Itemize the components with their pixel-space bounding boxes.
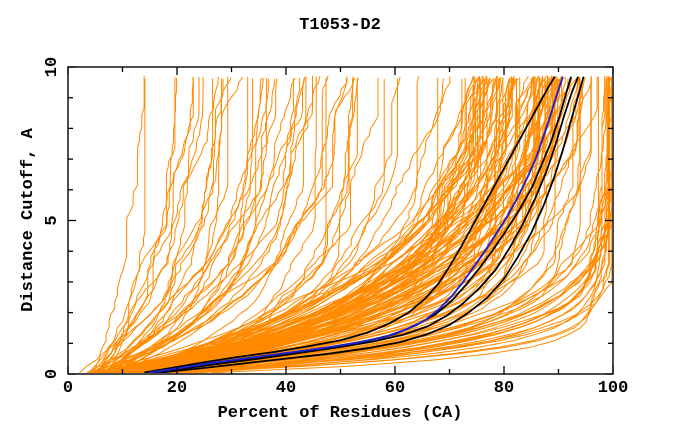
black-model-4 [160,76,585,373]
ensemble-curve [141,75,548,373]
ensemble-curve [93,75,145,373]
blue-best-model [149,76,564,373]
ensemble-curve [166,76,609,373]
ensemble-curve [149,76,499,373]
highlight-curves [144,76,585,373]
ensemble-curve [185,75,606,373]
ensemble-curve [128,77,592,373]
ensemble-curve [114,78,305,373]
ensemble-curve [122,76,451,373]
ensemble-curve [99,78,532,373]
x-tick-label: 100 [598,379,629,398]
ensemble-curve [79,77,194,373]
tick-labels: 0 20 40 60 80 100 0 5 10 [43,57,628,398]
chart-title: T1053-D2 [299,16,381,35]
ensemble-curve [174,76,612,373]
ensemble-curve [116,77,296,373]
ensemble-curve [125,75,498,373]
ensemble-curve [113,78,222,373]
ensemble-curve [88,76,219,373]
ensemble-curve [88,77,232,373]
y-tick-label: 0 [43,369,62,379]
ensemble-curve [120,78,398,373]
ensemble-curve [109,76,420,373]
y-tick-label: 5 [43,215,62,225]
ensemble-curve [103,77,262,373]
ensemble-curve [107,79,146,373]
x-tick-label: 40 [276,379,296,398]
ensemble-curve [137,76,598,373]
ensemble-curve [114,75,535,373]
ensemble-curve [159,78,499,373]
black-model-3 [155,76,579,373]
ensemble-curve [124,78,546,373]
ensemble-curve [142,76,317,373]
black-model-1 [144,76,556,373]
ensemble-curve [91,78,214,373]
x-tick-label: 60 [385,379,405,398]
ensemble-curve [126,78,578,373]
ensemble-curve [103,77,481,373]
y-tick-label: 10 [43,57,62,77]
ensemble-curve [136,76,566,373]
ensemble-curve [104,78,278,373]
ensemble-curve [86,76,306,373]
ensemble-curve [174,77,612,373]
ensemble-curve [96,77,176,373]
ensemble-curve [157,76,549,373]
ensemble-curve [136,78,519,373]
x-tick-label: 0 [63,379,73,398]
ensemble-curve [107,76,229,373]
ensemble-curve [102,77,347,373]
ensemble-curve [139,77,359,373]
ensemble-curve [140,77,581,373]
ensemble-curve [124,78,537,373]
x-axis-label: Percent of Residues (CA) [218,404,463,423]
ensemble-curve [101,78,269,373]
ensemble-curve [130,75,549,373]
ensemble-curve [124,77,586,373]
ensemble-curve [117,76,348,373]
ensemble-curve [96,76,480,373]
x-tick-label: 20 [167,379,187,398]
ensemble-curve [119,76,480,373]
ensemble-curve [92,77,488,373]
y-axis-label: Distance Cutoff, A [19,127,38,311]
x-tick-label: 80 [494,379,514,398]
ensemble-curve [96,77,490,373]
ensemble-curve [143,77,580,373]
ensemble-curve [149,76,555,373]
ensemble-curves [79,75,612,373]
ensemble-curve [106,77,200,373]
ensemble-curve [90,76,321,373]
ensemble-curve [136,75,329,373]
ensemble-curve [94,78,356,373]
axis-ticks [67,66,614,375]
ensemble-curve [97,77,194,373]
ensemble-curve [100,76,204,373]
ensemble-curve [129,76,529,373]
ensemble-curve [112,78,254,373]
ensemble-curve [116,77,379,373]
ensemble-curve [100,79,224,373]
ensemble-curve [106,78,510,373]
